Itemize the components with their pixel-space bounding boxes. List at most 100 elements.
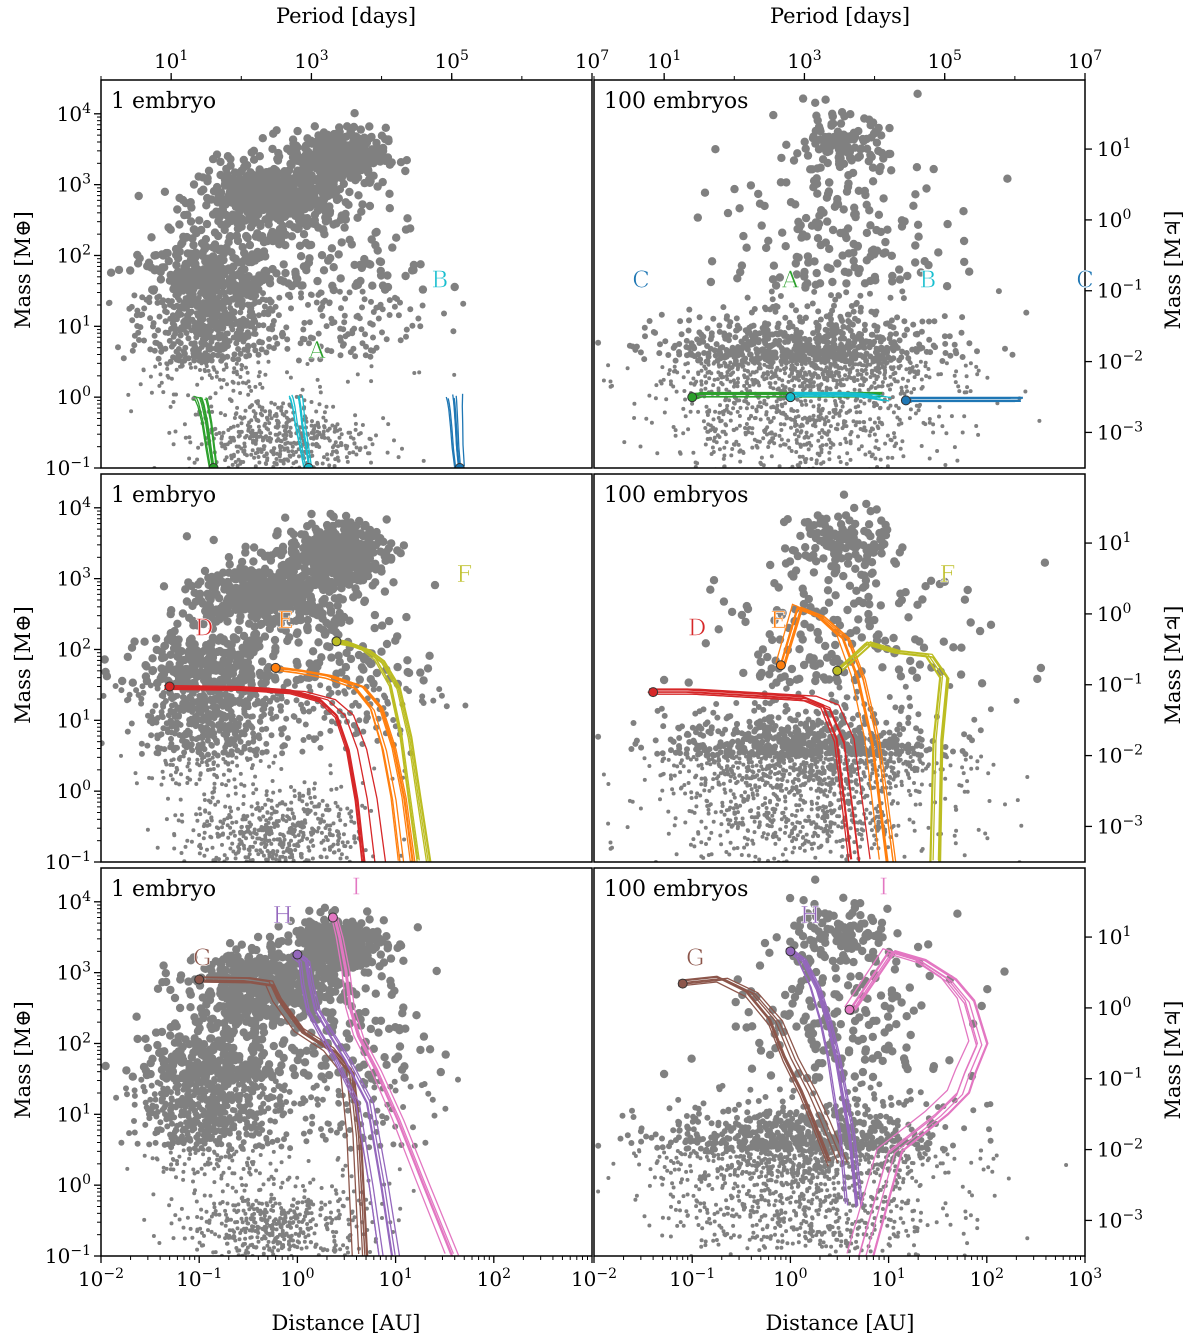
population-point (910, 321, 917, 328)
population-point (735, 380, 740, 385)
population-point (242, 231, 251, 241)
population-point (853, 299, 860, 306)
population-point (180, 326, 187, 333)
population-point (286, 449, 291, 454)
population-point (899, 385, 904, 390)
population-point (784, 416, 789, 421)
population-point (696, 409, 701, 414)
population-point (942, 282, 952, 291)
population-point (939, 372, 943, 377)
population-point (745, 376, 750, 381)
population-point (189, 296, 195, 303)
population-point (958, 329, 965, 336)
population-point (406, 224, 415, 233)
population-point (843, 436, 848, 441)
population-point (269, 400, 274, 405)
population-point (288, 375, 293, 380)
population-point (193, 365, 198, 370)
population-point (199, 185, 208, 194)
population-point (188, 308, 195, 315)
population-point (943, 219, 952, 229)
population-point (248, 218, 257, 227)
population-point (703, 426, 708, 430)
population-point (247, 148, 256, 157)
population-point (375, 315, 382, 322)
population-point (913, 220, 923, 229)
population-point (683, 414, 688, 419)
population-point (804, 402, 809, 407)
population-point (386, 422, 391, 427)
population-point (829, 326, 836, 333)
population-point (271, 449, 276, 454)
population-point (831, 336, 838, 343)
population-point (331, 191, 340, 200)
population-point (153, 364, 158, 369)
population-point (935, 449, 940, 453)
population-point (261, 303, 268, 310)
population-point (766, 416, 771, 421)
population-point (828, 277, 837, 287)
population-point (701, 350, 708, 356)
population-point (883, 344, 890, 351)
population-point (180, 322, 187, 329)
population-point (165, 366, 170, 371)
population-point (269, 173, 279, 183)
population-point (256, 424, 261, 429)
population-point (158, 372, 163, 377)
population-point (223, 152, 233, 161)
population-point (780, 383, 785, 388)
population-point (637, 349, 644, 356)
population-point (814, 461, 819, 466)
population-point (197, 239, 207, 248)
population-point (354, 445, 359, 450)
population-point (741, 451, 746, 455)
population-point (786, 379, 791, 384)
population-point (805, 416, 810, 421)
population-point (263, 372, 268, 377)
population-point (261, 487, 265, 491)
population-point (842, 279, 851, 288)
population-point (359, 288, 366, 295)
population-point (955, 458, 960, 463)
population-point (766, 445, 771, 449)
population-point (256, 418, 260, 423)
population-point (867, 290, 873, 297)
population-point (128, 303, 135, 310)
population-point (392, 438, 396, 443)
population-point (819, 382, 824, 387)
population-point (225, 233, 234, 242)
population-point (321, 485, 325, 489)
population-point (394, 296, 400, 302)
population-point (837, 413, 842, 418)
population-point (120, 355, 127, 362)
population-point (800, 272, 809, 281)
population-point (346, 430, 351, 435)
population-point (788, 302, 795, 309)
population-point (342, 333, 349, 340)
population-point (258, 657, 267, 666)
population-point (665, 352, 672, 358)
population-point (327, 426, 332, 431)
population-point (733, 362, 738, 367)
population-point (851, 419, 856, 424)
population-point (888, 374, 893, 379)
population-point (816, 350, 823, 357)
population-point (732, 442, 737, 447)
population-point (199, 376, 204, 381)
population-point (876, 384, 881, 389)
population-point (912, 387, 916, 391)
population-point (872, 478, 876, 482)
population-point (381, 123, 390, 132)
population-point (638, 444, 643, 449)
population-point (807, 360, 812, 365)
population-point (232, 366, 237, 371)
population-point (291, 452, 296, 457)
population-point (861, 321, 868, 328)
population-point (194, 312, 201, 319)
population-point (782, 387, 787, 392)
population-point (254, 206, 263, 215)
population-point (345, 379, 350, 384)
population-point (335, 455, 340, 460)
population-point (329, 285, 338, 295)
population-point (289, 139, 298, 148)
